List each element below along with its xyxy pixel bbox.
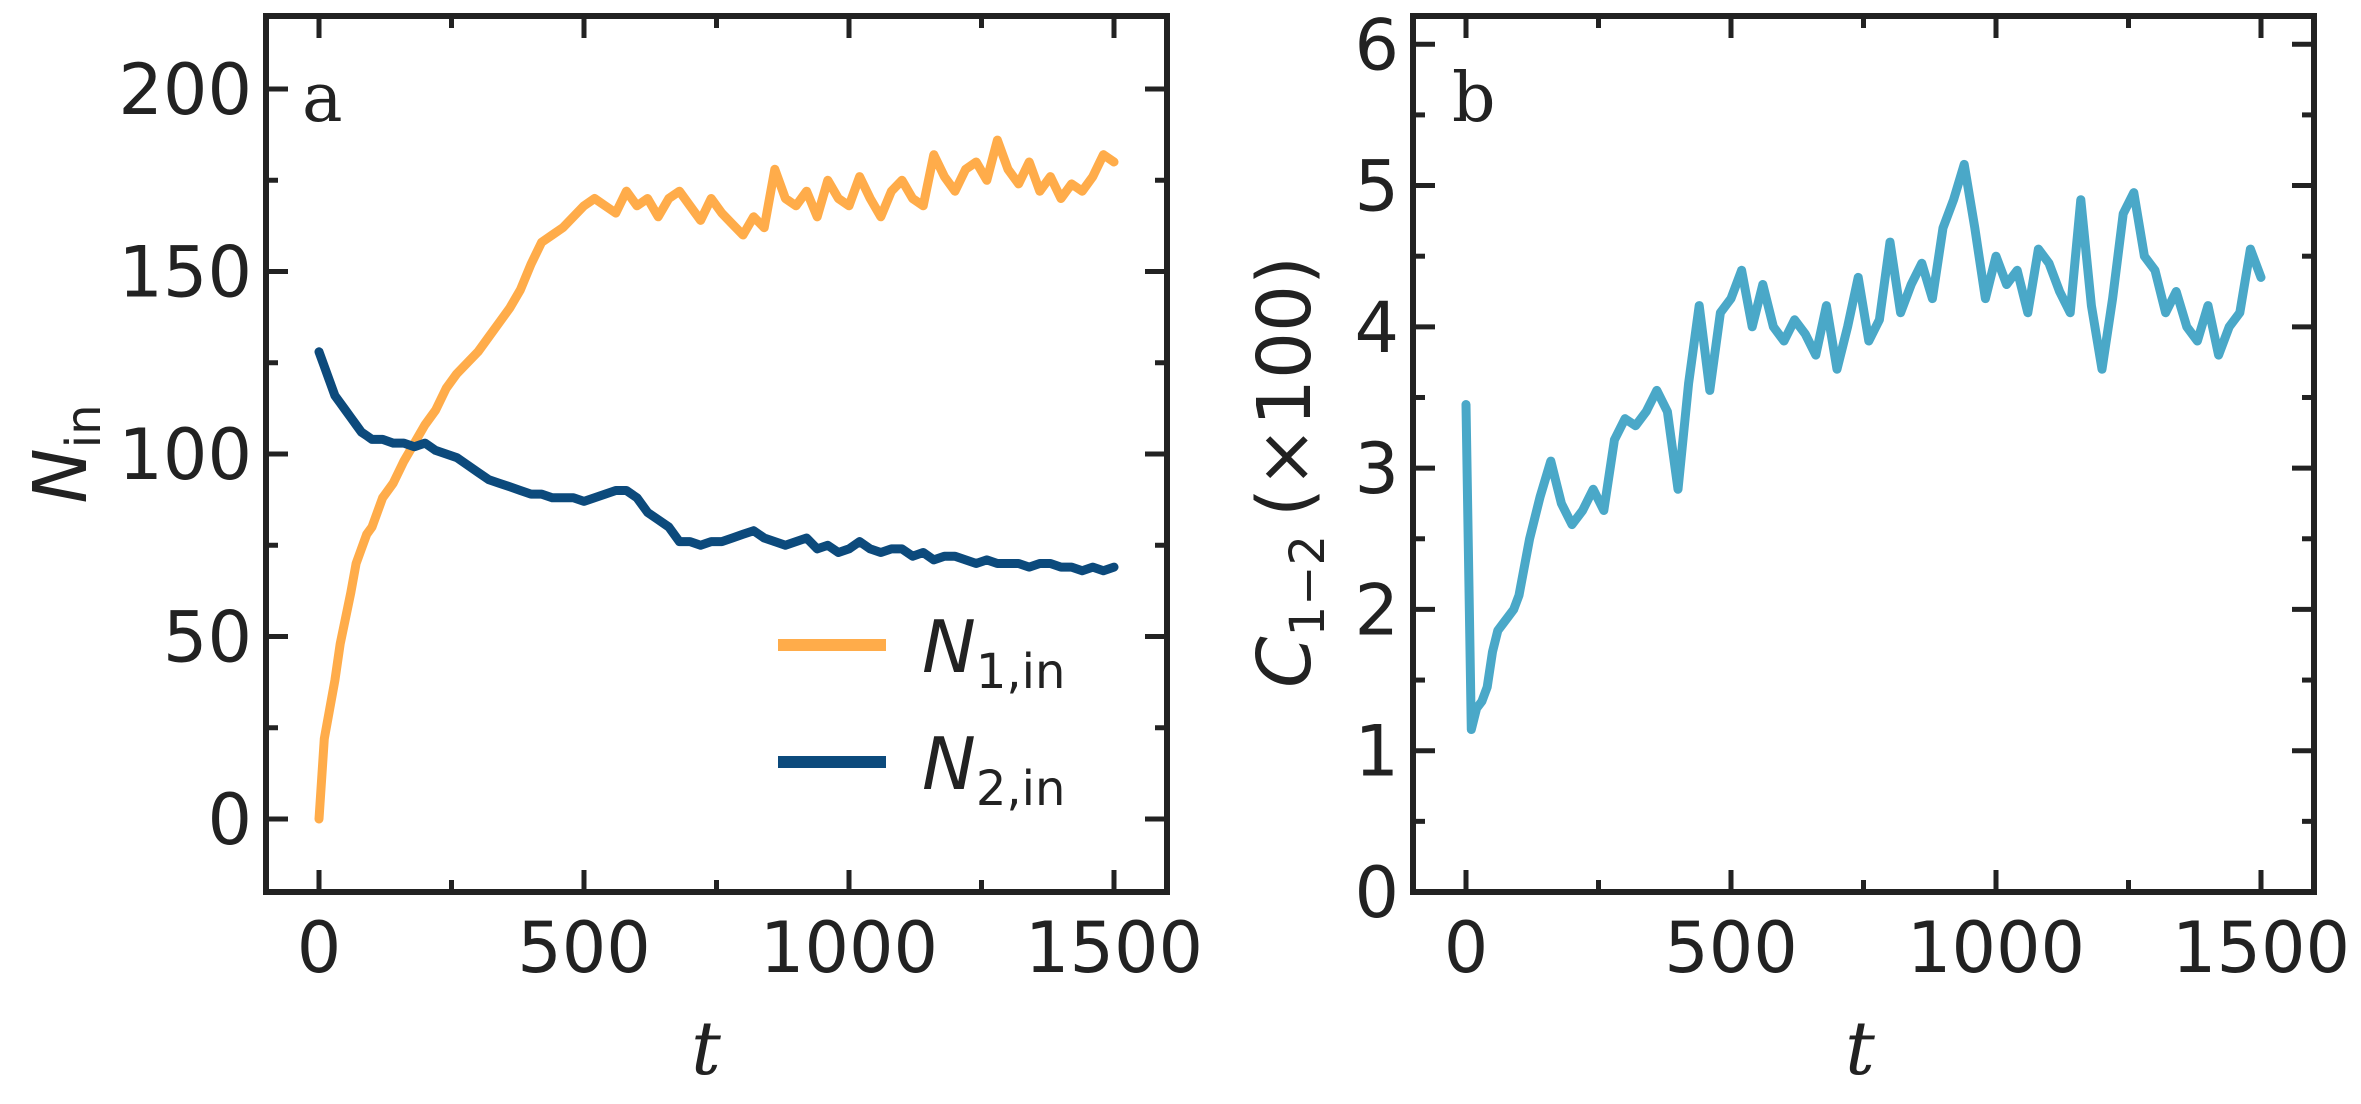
panel-b-ylabel-sub: 1−2: [1280, 535, 1336, 636]
panel-b-tick-labels: 0 500 1000 1500 0 1 2 3 4 5 6: [1354, 4, 2350, 989]
panel-b-ytick-label: 5: [1354, 146, 1399, 228]
panel-b-ylabel: C1−2 (×100): [1242, 256, 1336, 688]
panel-b-ytick-label: 6: [1354, 4, 1399, 86]
panel-b-ytick-label: 0: [1354, 852, 1399, 934]
panel-a-ytick-label: 200: [118, 49, 252, 131]
panel-b-ticks: [1413, 16, 2314, 895]
panel-a-xlabel: t: [691, 1006, 721, 1092]
legend-label-n1-main: N: [922, 605, 976, 689]
panel-a-ytick-label: 100: [118, 414, 252, 496]
panel-b-ytick-label: 4: [1354, 287, 1399, 369]
panel-b-series-line-1: [1461, 159, 2266, 734]
panel-a-frame: [263, 13, 1170, 895]
panel-a-legend: N1,in N2,in: [778, 605, 1065, 817]
panel-b: 0 500 1000 1500 0 1 2 3 4 5 6 b t C1−2 (×100): [1242, 4, 2350, 1092]
panel-b-xlabel: t: [1845, 1006, 1875, 1092]
panel-b-label: b: [1452, 59, 1496, 138]
panel-a-ytick-label: 50: [163, 597, 252, 679]
panel-b-series: [1461, 159, 2266, 734]
legend-label-n1: N1,in: [922, 605, 1065, 700]
panel-a-xtick-label: 1000: [760, 907, 938, 989]
panel-a-series-line-1: [314, 135, 1119, 824]
panel-a-ytick-label: 150: [118, 232, 252, 314]
svg-text:Nin: Nin: [18, 404, 112, 503]
panel-a-ylabel: Nin: [18, 404, 112, 503]
panel-b-ylabel-main: C: [1242, 636, 1328, 688]
panel-a-xtick-label: 1500: [1025, 907, 1203, 989]
panel-a-ylabel-main: N: [18, 448, 104, 503]
panel-a-series-line-2: [314, 347, 1119, 576]
panel-b-ytick-label: 1: [1354, 711, 1399, 793]
panel-b-ylabel-suffix: (×100): [1242, 256, 1328, 517]
panel-b-frame: [1410, 13, 2317, 895]
panel-a-series: [314, 135, 1119, 824]
legend-label-n1-sub: 1,in: [976, 644, 1066, 700]
panel-a-tick-labels: 0 500 1000 1500 0 50 100 150 200: [118, 49, 1203, 989]
panel-b-xtick-label: 500: [1664, 907, 1798, 989]
panel-a-ylabel-sub: in: [56, 404, 112, 448]
legend-label-n2-main: N: [922, 722, 976, 806]
panel-b-ytick-label: 3: [1354, 428, 1399, 510]
legend-label-n2: N2,in: [922, 722, 1065, 817]
panel-a-xtick-label: 500: [517, 907, 651, 989]
panel-b-xtick-label: 1500: [2172, 907, 2350, 989]
panel-b-xtick-label: 1000: [1907, 907, 2085, 989]
svg-text:C1−2(×100): C1−2 (×100): [1242, 256, 1336, 688]
panel-b-xtick-label: 0: [1444, 907, 1489, 989]
legend-label-n2-sub: 2,in: [976, 761, 1066, 817]
panel-a-xtick-label: 0: [297, 907, 342, 989]
panel-b-ytick-label: 2: [1354, 569, 1399, 651]
panel-a-label: a: [302, 59, 343, 138]
panel-a-ytick-label: 0: [207, 779, 252, 861]
